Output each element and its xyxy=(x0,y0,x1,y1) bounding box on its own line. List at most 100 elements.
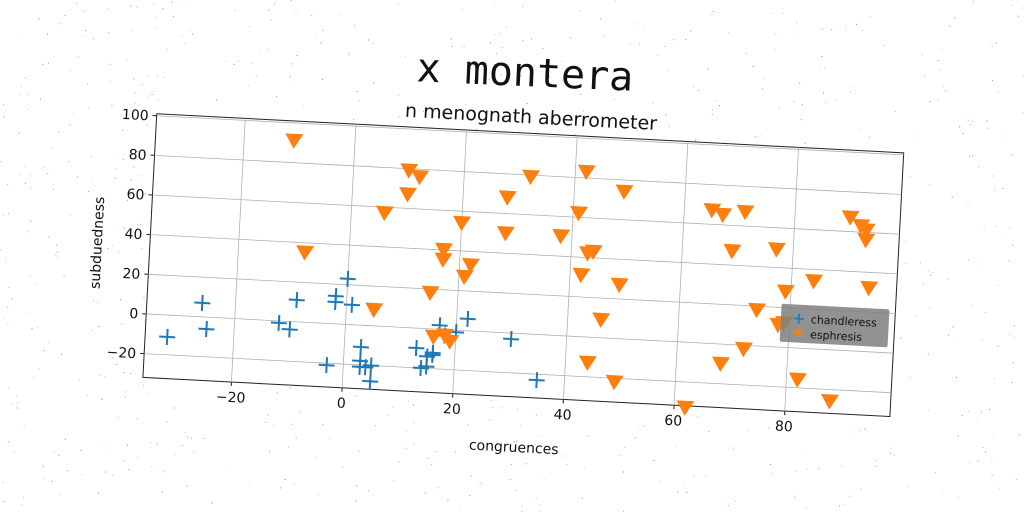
chandleress-point xyxy=(327,288,344,305)
esphresis-point xyxy=(570,205,589,222)
esphresis-point xyxy=(411,169,430,186)
x-grid-line xyxy=(452,129,467,394)
esphresis-point xyxy=(434,252,453,268)
x-tick-label: 60 xyxy=(664,413,683,430)
legend-box xyxy=(779,303,890,348)
x-tick-label: 80 xyxy=(775,419,794,436)
esphresis-point xyxy=(365,302,384,318)
legend-entry-esphresis: esphresis xyxy=(793,328,863,344)
chandleress-point xyxy=(318,357,335,374)
y-tick-label: 100 xyxy=(121,107,149,124)
esphresis-point xyxy=(860,280,879,297)
esphresis-point xyxy=(399,187,418,203)
tick-labels: −20 0 20 40 60 80 −20 0 20 40 60 80 100 xyxy=(106,107,794,436)
y-axis-label: subduedness xyxy=(87,196,108,289)
esphresis-point xyxy=(748,302,767,319)
legend-label-esphresis: esphresis xyxy=(810,328,863,344)
x-tick-label: 20 xyxy=(443,401,462,418)
esphresis-point xyxy=(421,285,440,302)
y-grid-line xyxy=(144,353,892,394)
chandleress-point xyxy=(339,270,356,287)
plot-area xyxy=(142,113,905,418)
legend-entry-chandleress: chandleress xyxy=(793,313,878,330)
chandleress-point xyxy=(194,294,211,312)
esphresis-point xyxy=(424,329,443,345)
esphresis-point xyxy=(821,393,839,410)
esphresis-point xyxy=(400,163,419,179)
esphresis-point xyxy=(578,355,597,371)
esphresis-point xyxy=(841,210,860,226)
chandleress-point xyxy=(418,348,436,365)
chandleress-point xyxy=(288,291,305,309)
chandleress-point xyxy=(352,339,369,356)
esphresis-point xyxy=(577,164,596,181)
y-tick-label: 80 xyxy=(128,147,147,164)
x-axis-label: congruences xyxy=(468,438,558,459)
y-grid-line xyxy=(148,273,896,314)
esphresis-point xyxy=(857,232,876,249)
chandleress-point xyxy=(528,372,545,389)
y-grid-line xyxy=(152,194,900,235)
chandleress-point xyxy=(412,360,429,377)
esphresis-point xyxy=(857,222,876,239)
esphresis-point xyxy=(584,244,603,260)
esphresis-point xyxy=(734,341,753,358)
y-tick-label: 40 xyxy=(124,226,143,243)
esphresis-point xyxy=(805,273,824,290)
chandleress-point xyxy=(503,330,520,348)
chandleress-point xyxy=(343,296,361,313)
chandleress-point xyxy=(270,314,287,331)
esphresis-point xyxy=(552,228,571,245)
chandleress-point xyxy=(281,321,298,338)
y-tick-label: 60 xyxy=(126,187,145,204)
esphresis-point xyxy=(498,190,517,206)
esphresis-point xyxy=(435,242,454,259)
esphresis-point xyxy=(296,245,315,261)
x-grid-line xyxy=(784,147,799,412)
esphresis-point xyxy=(723,243,742,260)
y-grid-line xyxy=(156,115,904,156)
y-grid-line xyxy=(146,313,894,354)
data-marks xyxy=(159,133,879,416)
esphresis-point xyxy=(375,205,394,222)
legend-label-chandleress: chandleress xyxy=(811,313,878,329)
chandleress-point xyxy=(362,357,380,374)
esphresis-point xyxy=(712,356,730,372)
esphresis-point xyxy=(592,312,611,328)
esphresis-point xyxy=(676,400,695,416)
x-grid-line xyxy=(563,135,578,400)
esphresis-point xyxy=(285,133,304,149)
esphresis-point xyxy=(453,215,472,232)
esphresis-point xyxy=(441,334,460,350)
y-tick-label: −20 xyxy=(106,345,136,363)
x-tick-label: −20 xyxy=(215,389,245,407)
y-tick-label: 20 xyxy=(122,266,141,283)
legend: chandleress esphresis xyxy=(779,303,890,348)
chandleress-point xyxy=(362,373,379,390)
x-grid-line xyxy=(673,141,689,406)
esphresis-point xyxy=(572,267,591,284)
x-grid-line xyxy=(231,118,246,383)
x-tick-label: 40 xyxy=(553,407,572,424)
esphresis-point xyxy=(788,372,807,388)
esphresis-point xyxy=(736,204,755,221)
x-grid-line xyxy=(341,124,357,388)
chandleress-point xyxy=(198,320,215,338)
chandleress-point xyxy=(459,310,476,327)
esphresis-point xyxy=(496,225,515,242)
y-tick-label: 0 xyxy=(129,306,139,322)
chandleress-point xyxy=(159,328,176,345)
esphresis-point xyxy=(714,207,733,223)
esphresis-point xyxy=(610,277,629,294)
y-grid-line xyxy=(150,234,898,275)
chandleress-point xyxy=(408,339,425,357)
esphresis-point xyxy=(522,169,541,186)
esphresis-point xyxy=(455,269,474,285)
esphresis-point xyxy=(776,284,795,300)
esphresis-point xyxy=(767,242,786,258)
esphresis-point xyxy=(703,202,722,219)
x-tick-label: 0 xyxy=(336,396,346,412)
esphresis-point xyxy=(615,184,634,200)
esphresis-point xyxy=(461,257,480,274)
